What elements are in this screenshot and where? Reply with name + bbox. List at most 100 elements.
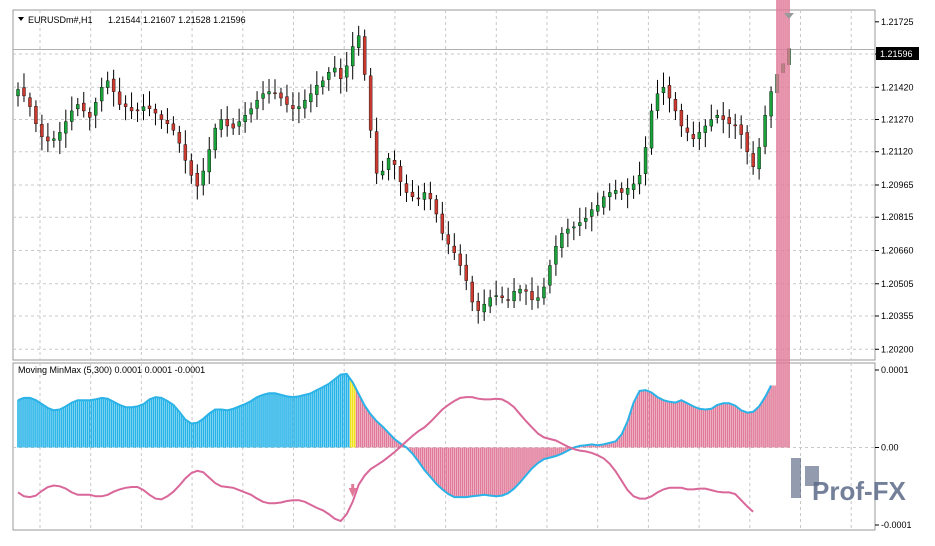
candle bbox=[291, 92, 295, 122]
symbol-label: EURUSDm#,H1 bbox=[28, 15, 93, 25]
candle bbox=[345, 51, 349, 92]
candle bbox=[727, 109, 731, 138]
candle bbox=[667, 76, 672, 113]
candle bbox=[590, 202, 594, 232]
candle bbox=[255, 91, 259, 120]
candle bbox=[596, 192, 600, 216]
candle bbox=[362, 29, 367, 81]
candle bbox=[249, 102, 253, 123]
candle bbox=[745, 125, 749, 165]
candle bbox=[386, 153, 391, 181]
candle bbox=[303, 89, 307, 119]
candle bbox=[82, 91, 86, 118]
price-grid bbox=[13, 10, 875, 360]
candle bbox=[410, 180, 415, 202]
candle bbox=[153, 103, 158, 126]
candle bbox=[297, 92, 301, 124]
candle bbox=[649, 103, 654, 155]
candle bbox=[129, 92, 134, 120]
candle bbox=[105, 71, 110, 95]
candle bbox=[147, 91, 152, 117]
candle bbox=[93, 97, 98, 129]
chart-shift-icon[interactable] bbox=[784, 13, 794, 19]
candle bbox=[201, 158, 205, 196]
candle bbox=[76, 97, 80, 117]
candle bbox=[141, 94, 146, 121]
candle bbox=[135, 102, 140, 122]
candle bbox=[416, 185, 421, 206]
candle bbox=[46, 123, 50, 153]
candle bbox=[452, 233, 457, 260]
candle bbox=[631, 175, 636, 199]
candle bbox=[494, 280, 498, 306]
price-tick-label: 1.20660 bbox=[881, 245, 914, 255]
candle bbox=[34, 100, 38, 133]
watermark-text: Prof-FX bbox=[812, 476, 907, 506]
candle bbox=[625, 178, 630, 209]
candle bbox=[518, 284, 522, 302]
candle bbox=[554, 235, 558, 276]
candle bbox=[500, 286, 504, 304]
candle bbox=[440, 201, 445, 241]
candle bbox=[721, 102, 725, 134]
indicator-lines-group bbox=[17, 372, 772, 523]
candle bbox=[428, 181, 433, 211]
candle bbox=[404, 174, 409, 203]
candle bbox=[584, 207, 588, 230]
candle bbox=[52, 130, 56, 148]
candle bbox=[267, 79, 271, 104]
candle bbox=[691, 121, 696, 148]
candle bbox=[237, 108, 241, 135]
candle bbox=[40, 114, 44, 151]
price-tick-label: 1.21120 bbox=[881, 147, 913, 157]
ohlc-readout: 1.21544 1.21607 1.21528 1.21596 bbox=[108, 15, 246, 25]
candle bbox=[506, 287, 510, 308]
candle bbox=[117, 77, 122, 111]
price-tick-label: 1.20815 bbox=[881, 212, 914, 222]
candle bbox=[733, 113, 737, 140]
candle bbox=[350, 32, 355, 80]
candle bbox=[368, 67, 373, 139]
current-price-badge bbox=[876, 47, 919, 60]
indicator-tick-label: -0.0001 bbox=[881, 520, 912, 530]
candle bbox=[637, 161, 642, 195]
candle bbox=[602, 190, 606, 215]
price-tick-label: 1.20965 bbox=[881, 180, 914, 190]
candle bbox=[536, 285, 540, 309]
candle bbox=[464, 254, 468, 291]
price-panel[interactable] bbox=[12, 9, 876, 361]
symbol-dropdown-icon[interactable] bbox=[18, 17, 24, 21]
candle bbox=[231, 118, 235, 135]
candle bbox=[488, 289, 492, 314]
candle bbox=[715, 109, 719, 124]
candle bbox=[679, 103, 684, 137]
candle bbox=[171, 116, 176, 136]
candle bbox=[183, 130, 188, 174]
candle bbox=[709, 104, 714, 132]
candle bbox=[769, 86, 773, 129]
price-tick-label: 1.20355 bbox=[881, 311, 914, 321]
candle bbox=[566, 218, 570, 248]
candle bbox=[88, 107, 92, 131]
candle bbox=[434, 194, 439, 223]
candle bbox=[703, 119, 708, 148]
candle bbox=[572, 221, 576, 241]
candle bbox=[643, 136, 648, 186]
candle bbox=[165, 108, 170, 134]
candle bbox=[243, 102, 247, 133]
minmax-upper-line bbox=[17, 372, 772, 499]
candle bbox=[613, 179, 618, 200]
candle bbox=[422, 182, 427, 211]
candles-group bbox=[16, 25, 791, 324]
candle bbox=[619, 182, 624, 201]
prof-fx-logo: Prof-FX bbox=[791, 458, 907, 506]
candle bbox=[159, 110, 164, 129]
candle bbox=[673, 92, 678, 121]
candle bbox=[285, 84, 289, 113]
candle bbox=[374, 117, 379, 185]
candle bbox=[476, 292, 480, 324]
candle bbox=[58, 121, 62, 155]
candle bbox=[661, 72, 666, 105]
